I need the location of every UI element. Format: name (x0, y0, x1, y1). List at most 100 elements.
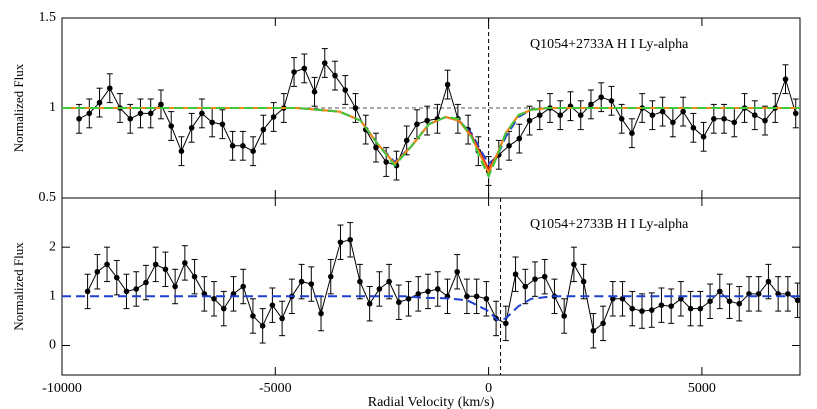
data-point (717, 288, 723, 295)
data-point (561, 313, 567, 319)
data-point (357, 278, 363, 285)
data-point (291, 69, 297, 75)
data-point (687, 305, 694, 312)
data-point (619, 295, 626, 302)
data-point (168, 123, 175, 129)
data-point (133, 286, 140, 292)
data-point (746, 291, 752, 297)
data-point (670, 119, 676, 126)
data-point (143, 279, 149, 286)
x-tick-label: 0 (485, 381, 492, 396)
model-line (62, 107, 800, 172)
data-point (321, 60, 328, 66)
x-tick-label: -10000 (42, 381, 82, 396)
data-point (755, 291, 762, 297)
data-point (172, 283, 178, 290)
data-point (454, 268, 460, 275)
data-point (250, 148, 256, 154)
data-point (229, 143, 236, 149)
y-tick-label: 0 (49, 338, 56, 353)
y-axis-label: Normalized Flux (11, 242, 26, 331)
data-point (191, 273, 198, 280)
data-point (342, 87, 349, 93)
data-point (590, 327, 597, 334)
y-tick-label: 1 (49, 100, 56, 115)
data-point (792, 110, 799, 117)
data-point (629, 305, 636, 312)
data-point (639, 308, 645, 314)
data-point (434, 286, 441, 292)
data-point (541, 273, 548, 280)
data-point (532, 276, 538, 282)
data-point (680, 108, 686, 115)
data-point (697, 305, 704, 312)
data-point (658, 302, 665, 308)
data-point (220, 305, 227, 312)
data-point (794, 297, 801, 304)
data-point (250, 313, 256, 319)
data-point (137, 110, 144, 117)
data-point (152, 261, 159, 268)
model-line (62, 295, 800, 321)
data-point (240, 283, 247, 290)
data-point (298, 278, 305, 285)
data-point (785, 291, 791, 297)
data-point (201, 291, 208, 297)
data-point (337, 239, 344, 246)
x-tick-label: 5000 (688, 381, 716, 396)
data-point (629, 130, 635, 136)
data-point (347, 236, 354, 243)
data-point (424, 117, 430, 124)
data-point (577, 112, 584, 118)
data-point (483, 295, 490, 302)
model-line (62, 107, 800, 179)
data-point (608, 98, 615, 104)
data-point (104, 261, 110, 268)
data-point (308, 281, 315, 287)
data-point (516, 135, 523, 142)
data-point (775, 291, 781, 297)
data-point (279, 315, 285, 322)
data-point (199, 110, 205, 117)
data-point (76, 116, 82, 122)
data-point (209, 119, 215, 126)
data-point (649, 112, 656, 118)
data-point (782, 76, 789, 82)
data-point (86, 110, 93, 117)
data-point (260, 126, 267, 133)
y-tick-label: 1.5 (39, 10, 57, 25)
y-tick-label: 2 (49, 239, 56, 254)
data-point (588, 101, 594, 108)
data-point (736, 300, 743, 307)
data-point (425, 288, 431, 295)
data-point (259, 323, 266, 329)
data-point (327, 273, 334, 280)
data-point (84, 288, 91, 295)
data-point (731, 119, 738, 126)
data-point (512, 271, 519, 278)
data-point (383, 159, 390, 165)
data-point (721, 116, 727, 122)
data-point (332, 72, 338, 79)
data-point (230, 291, 237, 297)
data-point (668, 303, 674, 309)
data-point (396, 299, 402, 306)
data-point (414, 121, 420, 127)
data-point (113, 274, 120, 281)
data-point (648, 307, 655, 313)
data-point (711, 116, 717, 122)
data-point (366, 300, 373, 307)
data-point (318, 310, 324, 317)
data-point (106, 85, 113, 91)
data-point (571, 261, 577, 268)
x-axis-label: Radial Velocity (km/s) (368, 395, 495, 409)
data-point (598, 94, 605, 100)
data-point (178, 148, 185, 154)
data-point (503, 320, 509, 327)
panel-title: Q1054+2733B H I Ly-alpha (530, 217, 689, 232)
y-axis-label: Normalized Flux (11, 63, 26, 152)
data-point (403, 137, 410, 144)
model-line (62, 107, 800, 166)
data-point (659, 108, 666, 115)
